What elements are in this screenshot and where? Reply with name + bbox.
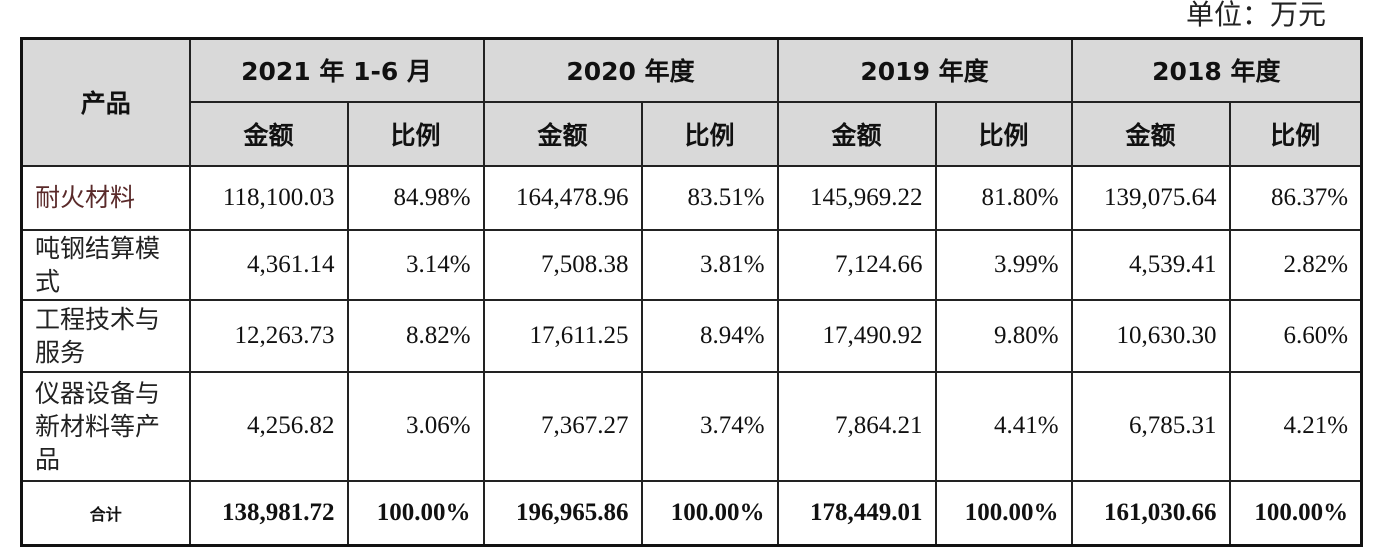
- table-row: 工程技术与服务 12,263.73 8.82% 17,611.25 8.94% …: [20, 298, 1363, 373]
- total-cell: 100.00%: [640, 479, 779, 547]
- header-ratio: 比例: [1228, 100, 1363, 167]
- table-cell: 164,478.96: [482, 164, 643, 231]
- table-cell: 3.81%: [640, 228, 779, 301]
- header-period: 2018 年度: [1070, 37, 1363, 103]
- header-amount: 金额: [1070, 100, 1231, 167]
- header-period: 2020 年度: [482, 37, 779, 103]
- header-period: 2019 年度: [776, 37, 1073, 103]
- table-cell: 2.82%: [1228, 228, 1363, 301]
- total-cell: 138,981.72: [188, 479, 349, 547]
- table-cell: 118,100.03: [188, 164, 349, 231]
- table-cell: 8.82%: [346, 298, 485, 373]
- table-cell: 3.99%: [934, 228, 1073, 301]
- header-row-metrics: 金额 比例 金额 比例 金额 比例 金额 比例: [22, 100, 1363, 167]
- total-cell: 161,030.66: [1070, 479, 1231, 547]
- revenue-table: 产品 2021 年 1-6 月 2020 年度 2019 年度 2018 年度 …: [20, 37, 1364, 547]
- row-label: 工程技术与服务: [20, 298, 191, 373]
- header-product: 产品: [20, 37, 191, 167]
- header-period: 2021 年 1-6 月: [188, 37, 485, 103]
- row-label: 耐火材料: [20, 164, 191, 231]
- table-cell: 3.14%: [346, 228, 485, 301]
- table-cell: 83.51%: [640, 164, 779, 231]
- header-amount: 金额: [776, 100, 937, 167]
- total-cell: 100.00%: [346, 479, 485, 547]
- header-row-periods: 产品 2021 年 1-6 月 2020 年度 2019 年度 2018 年度: [20, 37, 1363, 167]
- table-cell: 4.41%: [934, 370, 1073, 482]
- unit-label: 单位：万元: [1185, 0, 1326, 31]
- table-cell: 4,256.82: [188, 370, 349, 482]
- total-cell: 100.00%: [1228, 479, 1363, 547]
- table-cell: 8.94%: [640, 298, 779, 373]
- table-cell: 4,539.41: [1070, 228, 1231, 301]
- table-cell: 4,361.14: [188, 228, 349, 301]
- table-row: 耐火材料 118,100.03 84.98% 164,478.96 83.51%…: [20, 164, 1363, 231]
- table-row: 仪器设备与新材料等产品 4,256.82 3.06% 7,367.27 3.74…: [20, 370, 1363, 482]
- table-cell: 3.06%: [346, 370, 485, 482]
- table-cell: 86.37%: [1228, 164, 1363, 231]
- table-cell: 84.98%: [346, 164, 485, 231]
- table-cell: 145,969.22: [776, 164, 937, 231]
- header-ratio: 比例: [934, 100, 1073, 167]
- table-cell: 7,367.27: [482, 370, 643, 482]
- total-cell: 178,449.01: [776, 479, 937, 547]
- header-ratio: 比例: [640, 100, 779, 167]
- header-amount: 金额: [188, 100, 349, 167]
- table-cell: 6.60%: [1228, 298, 1363, 373]
- table-cell: 7,864.21: [776, 370, 937, 482]
- table-cell: 6,785.31: [1070, 370, 1231, 482]
- total-label: 合计: [20, 479, 191, 547]
- table-cell: 9.80%: [934, 298, 1073, 373]
- table-cell: 7,508.38: [482, 228, 643, 301]
- row-label: 仪器设备与新材料等产品: [20, 370, 191, 482]
- table-cell: 4.21%: [1228, 370, 1363, 482]
- table-row: 吨钢结算模式 4,361.14 3.14% 7,508.38 3.81% 7,1…: [20, 228, 1363, 301]
- table-cell: 17,490.92: [776, 298, 937, 373]
- total-row: 合计 138,981.72 100.00% 196,965.86 100.00%…: [20, 479, 1363, 547]
- table-cell: 139,075.64: [1070, 164, 1231, 231]
- header-amount: 金额: [482, 100, 643, 167]
- table-cell: 7,124.66: [776, 228, 937, 301]
- row-label: 吨钢结算模式: [20, 228, 191, 301]
- total-cell: 196,965.86: [482, 479, 643, 547]
- table-cell: 3.74%: [640, 370, 779, 482]
- table-cell: 10,630.30: [1070, 298, 1231, 373]
- total-cell: 100.00%: [934, 479, 1073, 547]
- table-cell: 12,263.73: [188, 298, 349, 373]
- table-cell: 17,611.25: [482, 298, 643, 373]
- table-cell: 81.80%: [934, 164, 1073, 231]
- header-ratio: 比例: [346, 100, 485, 167]
